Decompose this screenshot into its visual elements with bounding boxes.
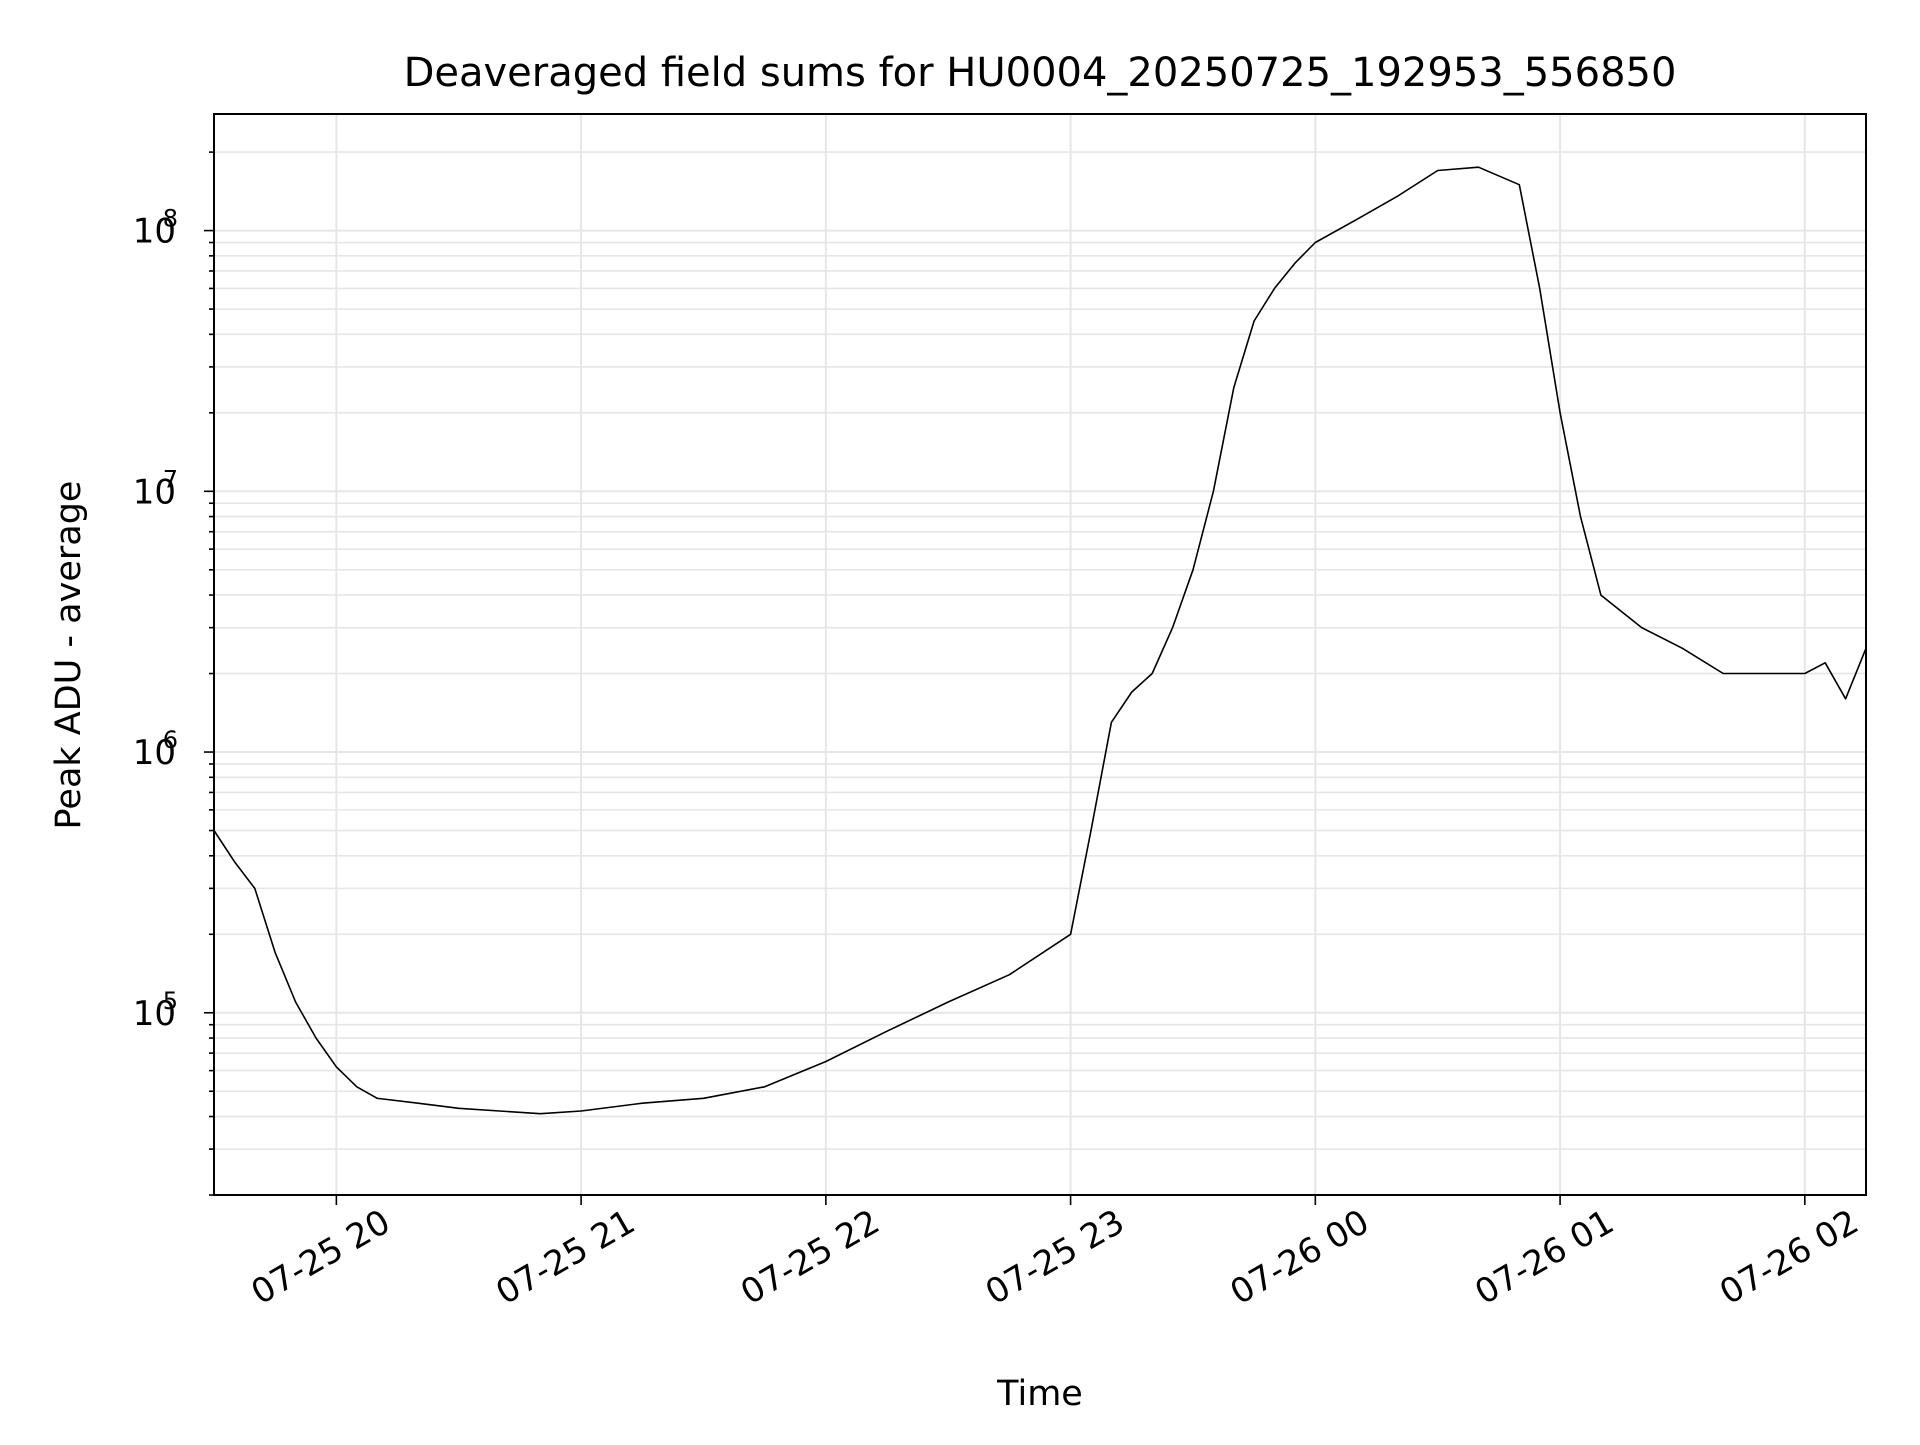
x-tick-label: 07-26 01 (1468, 1202, 1620, 1313)
series-layer (213, 166, 1867, 1115)
grid (214, 114, 1866, 1196)
y-tick-label: 10 (133, 733, 176, 773)
y-tick-base: 10 (133, 733, 176, 773)
y-tick-exponent: 8 (163, 205, 178, 233)
chart-title: Deaveraged field sums for HU0004_2025072… (404, 50, 1677, 96)
y-tick-exponent: 7 (163, 465, 178, 493)
x-tick-label: 07-25 21 (489, 1202, 641, 1313)
y-tick-base: 10 (133, 472, 176, 512)
plot-frame (213, 113, 1867, 1196)
x-tick-label: 07-26 02 (1713, 1202, 1865, 1313)
x-tick-label: 07-25 22 (734, 1202, 886, 1313)
series-line (213, 166, 1867, 1115)
y-tick-exponent: 5 (163, 987, 178, 1015)
x-axis-label: Time (996, 1374, 1083, 1414)
x-tick-label: 07-25 23 (979, 1202, 1131, 1313)
y-tick-label: 10 (133, 994, 176, 1034)
y-axis-label: Peak ADU - average (49, 481, 89, 830)
x-tick-label: 07-26 00 (1224, 1202, 1376, 1313)
y-tick-label: 10 (133, 472, 176, 512)
y-tick-base: 10 (133, 212, 176, 252)
y-tick-label: 10 (133, 212, 176, 252)
x-tick-label: 07-25 20 (245, 1202, 397, 1313)
y-tick-base: 10 (133, 994, 176, 1034)
y-tick-exponent: 6 (163, 726, 178, 754)
